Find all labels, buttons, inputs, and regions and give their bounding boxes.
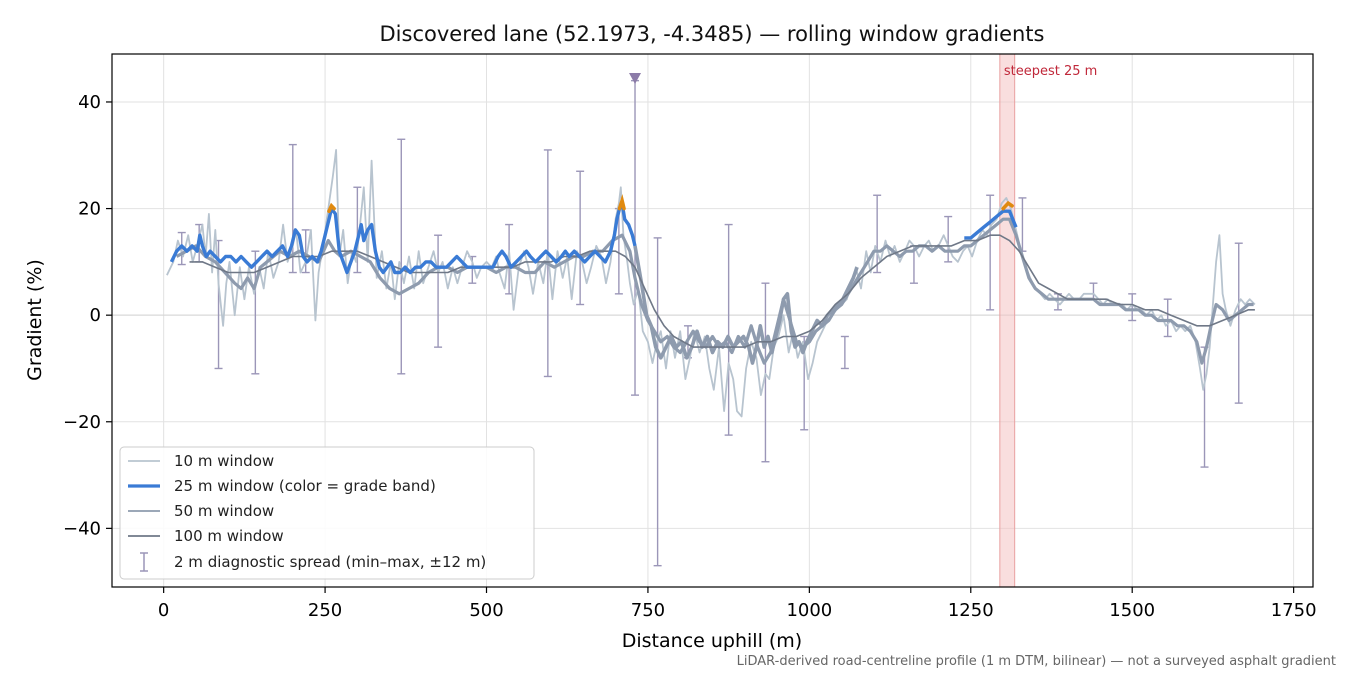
x-tick-label-7: 1750 xyxy=(1271,600,1317,621)
x-tick-label-3: 750 xyxy=(631,600,665,621)
errorbar-23 xyxy=(944,215,953,263)
legend-label-10m: 10 m window xyxy=(174,452,274,470)
errorbar-24 xyxy=(986,194,995,311)
errorbar-7 xyxy=(397,138,406,375)
errorbar-4 xyxy=(288,143,297,274)
legend-label-errorbar: 2 m diagnostic spread (min–max, ±12 m) xyxy=(174,553,486,571)
chart-title: Discovered lane (52.1973, -4.3485) — rol… xyxy=(380,22,1045,46)
x-tick-label-4: 1000 xyxy=(786,600,832,621)
footnote: LiDAR-derived road-centreline profile (1… xyxy=(737,654,1336,669)
x-tick-label-0: 0 xyxy=(158,600,169,621)
errorbar-17 xyxy=(724,223,733,436)
x-tick-label-5: 1250 xyxy=(948,600,994,621)
errorbar-31 xyxy=(1234,242,1243,404)
series-25m-line xyxy=(169,201,637,275)
y-tick-label-4: 40 xyxy=(78,92,101,113)
y-tick-label-3: 20 xyxy=(78,199,101,220)
x-axis-ticks: 0 250 500 750 1000 1250 1500 1750 xyxy=(158,587,1317,621)
errorbar-18 xyxy=(761,282,770,463)
steepest-band xyxy=(999,53,1016,588)
y-tick-label-0: −40 xyxy=(63,518,101,539)
x-axis-label: Distance uphill (m) xyxy=(622,630,802,652)
errorbar-15 xyxy=(653,237,662,567)
series-25m-peak-1 xyxy=(617,193,626,211)
x-tick-label-2: 500 xyxy=(469,600,503,621)
errorbar-5 xyxy=(301,229,310,274)
series-25m-gray-line xyxy=(633,245,859,365)
y-tick-label-2: 0 xyxy=(90,305,101,326)
errorbar-28 xyxy=(1128,293,1137,322)
series-lines xyxy=(166,149,1256,418)
errorbar-0 xyxy=(177,231,186,266)
x-tick-label-1: 250 xyxy=(308,600,342,621)
errorbar-29 xyxy=(1163,298,1172,338)
legend-label-50m: 50 m window xyxy=(174,502,274,520)
plot-frame xyxy=(111,53,1314,588)
legend-label-25m: 25 m window (color = grade band) xyxy=(174,477,436,495)
y-axis-ticks: −40 −20 0 20 40 xyxy=(63,92,112,539)
y-axis-label: Gradient (%) xyxy=(24,259,46,381)
series-25m-peak-2 xyxy=(1001,200,1014,211)
grid xyxy=(112,54,1313,587)
x-tick-label-6: 1500 xyxy=(1109,600,1155,621)
errorbar-8 xyxy=(434,234,443,348)
series-100m-line xyxy=(189,234,1255,348)
y-tick-label-1: −20 xyxy=(63,412,101,433)
legend-label-100m: 100 m window xyxy=(174,527,284,545)
legend-swatch-errorbar xyxy=(140,552,148,572)
series-25m-peak-0 xyxy=(327,202,336,213)
marker-triangle xyxy=(629,72,642,84)
legend: 10 m window 25 m window (color = grade b… xyxy=(119,446,535,580)
steepest-label: steepest 25 m xyxy=(1004,64,1097,79)
errorbar-20 xyxy=(840,335,849,370)
errorbars xyxy=(177,79,1243,567)
errorbar-12 xyxy=(576,170,585,306)
errorbar-21 xyxy=(873,194,882,274)
series-25m-climb xyxy=(964,209,1018,240)
